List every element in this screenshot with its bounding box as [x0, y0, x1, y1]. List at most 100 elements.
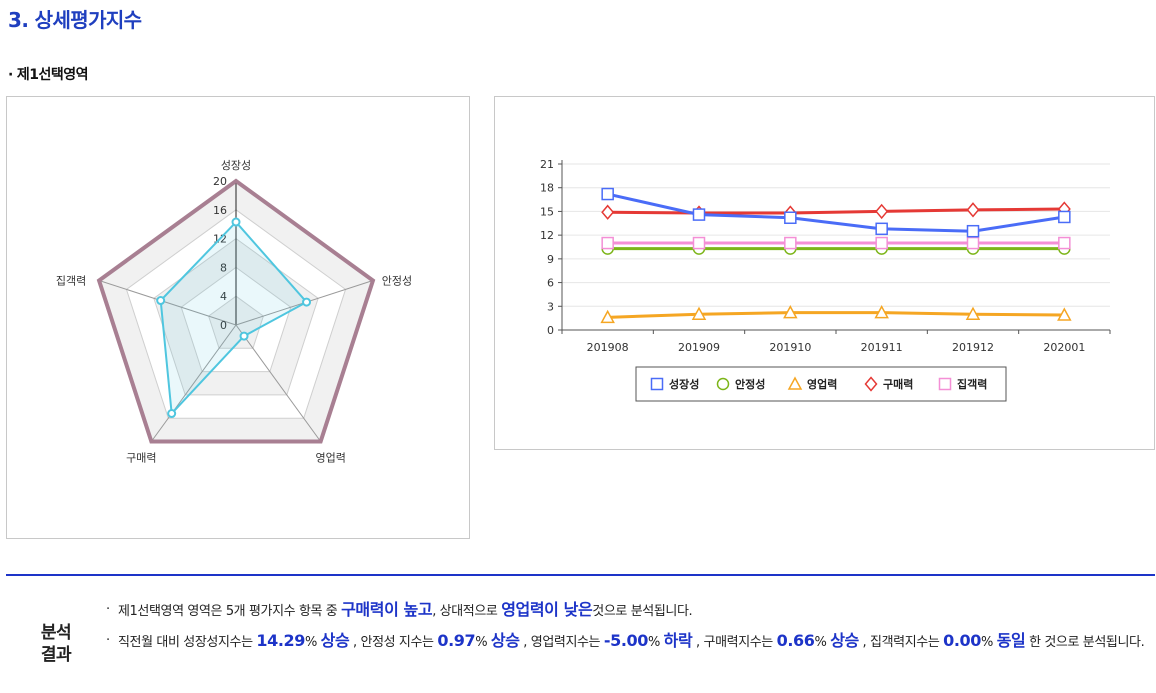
stability-trend: 상승 — [490, 631, 520, 650]
legend-label: 성장성 — [669, 377, 699, 391]
radar-series-outline — [96, 178, 376, 444]
y-tick-label: 12 — [540, 229, 554, 242]
data-point — [1057, 307, 1072, 321]
analysis-label-line1: 분석 — [40, 623, 72, 643]
percent-sign: % — [814, 635, 827, 650]
radar-axis-line — [235, 324, 322, 442]
stability-value: 0.97 — [437, 631, 476, 650]
data-point — [601, 236, 614, 250]
radar-point — [231, 217, 241, 227]
analysis-results: · 제1선택영역 영역은 5개 평가지수 항목 중 구매력이 높고, 상대적으로 … — [106, 598, 1156, 654]
highlight-low: 영업력이 낮은 — [501, 600, 593, 619]
traffic-value: 0.00 — [943, 631, 982, 650]
bullet-dot: · — [106, 602, 110, 617]
data-point — [966, 224, 980, 238]
legend-marker — [938, 377, 952, 391]
page-title: 3. 상세평가지수 — [8, 8, 142, 32]
radar-chart: 048121620성장성안정성영업력구매력집객력 — [56, 159, 412, 464]
data-point — [601, 204, 615, 220]
data-point — [875, 203, 889, 220]
data-point — [692, 236, 706, 250]
data-point — [875, 236, 888, 250]
radar-axis-line — [98, 280, 237, 326]
bullet-dot: · — [8, 67, 13, 83]
subtitle-text: 제1선택영역 — [16, 67, 89, 83]
data-point — [692, 208, 706, 221]
traffic-trend: 동일 — [996, 631, 1026, 650]
growth-trend: 상승 — [320, 631, 350, 650]
purchase-trend: 상승 — [830, 631, 859, 650]
growth-value: 14.29 — [256, 631, 305, 650]
x-tick-label: 201909 — [678, 341, 720, 354]
radar-axis-label: 영업력 — [315, 451, 345, 464]
radar-axis-label: 안정성 — [382, 275, 412, 288]
x-tick-label: 201908 — [587, 341, 629, 354]
data-point — [965, 306, 981, 320]
data-point — [601, 187, 614, 201]
section-subtitle: · 제1선택영역 — [8, 64, 88, 84]
radar-tick-label: 0 — [220, 319, 227, 332]
text-segment: , 안정성 지수는 — [349, 635, 438, 650]
data-point — [966, 236, 980, 250]
data-point — [784, 236, 797, 250]
radar-point — [239, 331, 249, 341]
radar-tick-label: 8 — [220, 261, 227, 274]
text-segment: , 상대적으로 — [432, 604, 502, 619]
line-chart-panel: 0 3 6 9 12 15 18 21 201908 201909 201910 201911 2019… — [494, 96, 1155, 450]
sales-trend: 하락 — [663, 631, 693, 650]
x-tick-label: 201911 — [861, 341, 903, 354]
series-line — [607, 311, 1065, 319]
analysis-sentence-2: · 직전월 대비 성장성지수는 14.29% 상승 , 안정성 지수는 0.97%… — [106, 629, 1156, 654]
text-segment: 제1선택영역 영역은 5개 평가지수 항목 중 — [118, 604, 342, 619]
data-point — [784, 211, 797, 225]
radar-point — [167, 409, 177, 419]
y-tick-label: 9 — [547, 253, 554, 266]
percent-sign: % — [981, 635, 993, 650]
radar-axis-label: 구매력 — [126, 451, 156, 464]
data-point — [875, 222, 888, 236]
legend-marker — [864, 376, 878, 392]
legend-marker — [716, 377, 730, 391]
radar-chart-panel: 048121620성장성안정성영업력구매력집객력 — [6, 96, 470, 539]
highlight-high: 구매력이 높고 — [341, 600, 433, 619]
x-tick-label: 202001 — [1043, 341, 1085, 354]
sales-value: -5.00 — [603, 631, 649, 650]
percent-sign: % — [304, 635, 317, 650]
y-tick-label: 15 — [540, 205, 554, 218]
radar-point — [156, 296, 166, 306]
legend-marker — [650, 377, 664, 391]
legend-label: 영업력 — [807, 378, 837, 391]
analysis-label: 분석 결과 — [34, 622, 78, 666]
radar-axis-line — [150, 324, 237, 442]
radar-axis-label: 성장성 — [221, 159, 251, 172]
legend-label: 안정성 — [735, 377, 765, 391]
y-tick-label: 18 — [540, 182, 554, 195]
percent-sign: % — [475, 635, 488, 650]
data-point — [691, 306, 707, 320]
line-chart: 0 3 6 9 12 15 18 21 201908 201909 201910 201911 2019… — [540, 158, 1111, 402]
bullet-dot: · — [106, 633, 110, 648]
analysis-sentence-1: · 제1선택영역 영역은 5개 평가지수 항목 중 구매력이 높고, 상대적으로 … — [106, 598, 1156, 623]
text-segment: , 집객력지수는 — [858, 635, 944, 650]
data-point — [1058, 210, 1071, 224]
data-point — [966, 202, 980, 218]
text-segment: 한 것으로 분석됩니다. — [1025, 635, 1145, 650]
series-line — [607, 192, 1065, 233]
x-tick-label: 201912 — [952, 341, 994, 354]
radar-point — [302, 297, 312, 307]
x-tick-label: 201910 — [769, 341, 811, 354]
radar-axis-label: 집객력 — [56, 275, 86, 288]
data-point — [783, 305, 798, 319]
radar-tick-label: 16 — [213, 204, 227, 217]
y-tick-label: 0 — [547, 324, 554, 337]
percent-sign: % — [647, 635, 660, 650]
series-line — [607, 207, 1065, 215]
text-segment: , 영업력지수는 — [519, 635, 604, 650]
data-point — [600, 309, 615, 324]
y-tick-label: 3 — [547, 300, 554, 313]
data-point — [1058, 236, 1071, 250]
text-segment: , 구매력지수는 — [692, 635, 777, 650]
legend-label: 구매력 — [883, 377, 913, 391]
y-tick-label: 6 — [547, 277, 554, 290]
radar-tick-label: 20 — [213, 175, 227, 188]
